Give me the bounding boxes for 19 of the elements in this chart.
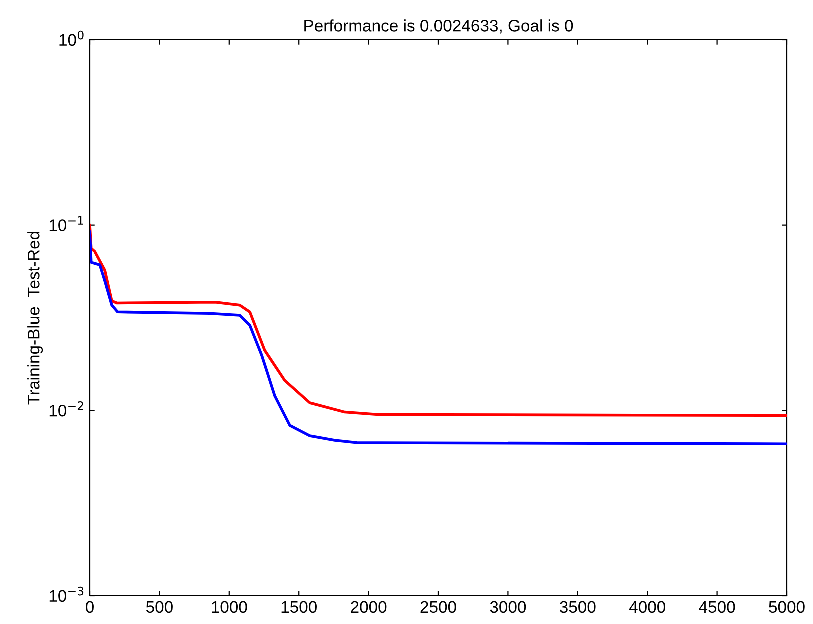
x-tick-label: 1500 [282, 601, 317, 614]
y-tick-label: 10$^{−2}$ [50, 402, 84, 417]
x-tick-label: 2000 [351, 601, 387, 614]
x-tick-label: 5000 [769, 601, 805, 614]
y-tick-label: 10$^{−3}$ [50, 586, 84, 602]
y-axis-title: Training-Blue Test-Red [28, 232, 44, 405]
line-series [90, 224, 787, 418]
line-series [90, 230, 787, 446]
x-tick-label: 2500 [420, 601, 456, 614]
x-tick-label: 4500 [699, 601, 736, 614]
x-tick-label: 0 [86, 601, 94, 614]
x-tick-label: 500 [146, 601, 173, 614]
chart-title: Performance is 0.0024633, Goal is 0 [304, 20, 574, 34]
x-tick-label: 1000 [212, 601, 248, 614]
x-tick-label: 3500 [560, 601, 596, 614]
y-tick-label: 10$^{−1}$ [50, 216, 84, 232]
x-tick-label: 4000 [629, 601, 666, 614]
x-tick-label: 3000 [490, 601, 526, 614]
y-tick-label: 10$^{0}$ [60, 30, 84, 46]
